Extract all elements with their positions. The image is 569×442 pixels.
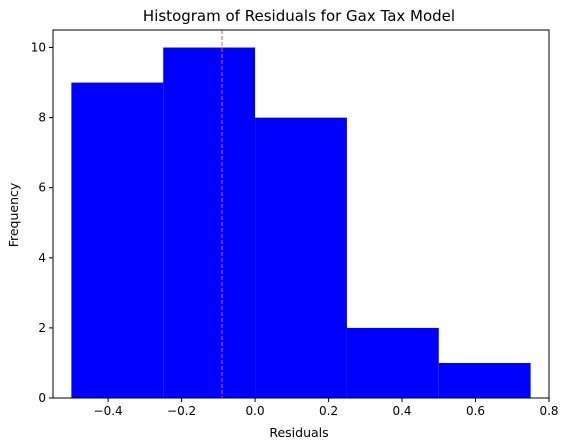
x-tick-label-1: −0.2 <box>167 404 196 418</box>
y-tick-label-1: 2 <box>38 321 46 335</box>
x-tick-label-6: 0.8 <box>539 404 558 418</box>
histogram-bar-3 <box>347 328 439 398</box>
y-tick-label-0: 0 <box>38 391 46 405</box>
x-tick-label-4: 0.4 <box>392 404 411 418</box>
histogram-bar-1 <box>163 48 255 398</box>
histogram-bar-0 <box>71 83 163 398</box>
x-tick-label-3: 0.2 <box>319 404 338 418</box>
x-axis-label: Residuals <box>269 425 328 440</box>
y-tick-label-3: 6 <box>38 181 46 195</box>
x-tick-label-0: −0.4 <box>94 404 123 418</box>
x-tick-label-2: 0.0 <box>246 404 265 418</box>
y-tick-label-5: 10 <box>31 41 46 55</box>
chart-title: Histogram of Residuals for Gax Tax Model <box>143 7 455 25</box>
y-tick-label-2: 4 <box>38 251 46 265</box>
y-axis-label: Frequency <box>6 182 21 247</box>
histogram-bar-4 <box>439 363 531 398</box>
x-tick-label-5: 0.6 <box>466 404 485 418</box>
y-tick-label-4: 8 <box>38 111 46 125</box>
histogram-bar-2 <box>255 118 347 398</box>
